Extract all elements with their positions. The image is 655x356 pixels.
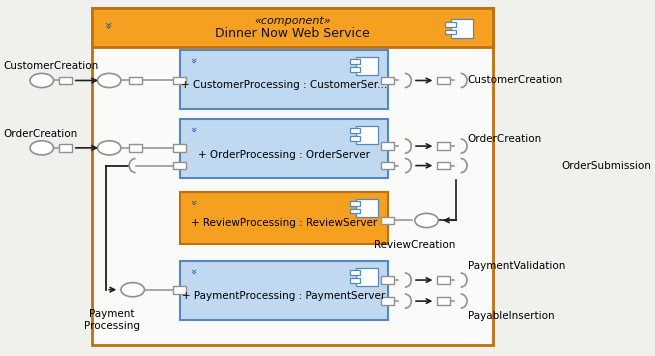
Text: OrderSubmission: OrderSubmission (561, 161, 651, 171)
Bar (437, 297, 450, 305)
Bar (179, 120, 388, 178)
Text: »: » (187, 57, 198, 63)
Bar (173, 162, 186, 169)
Circle shape (415, 213, 438, 227)
Bar (129, 144, 142, 152)
Bar (350, 129, 360, 133)
Text: »: » (187, 199, 198, 205)
Circle shape (30, 141, 54, 155)
Text: CustomerCreation: CustomerCreation (4, 61, 99, 71)
Text: OrderCreation: OrderCreation (468, 134, 542, 144)
Bar (92, 8, 493, 47)
Bar (437, 142, 450, 150)
Text: + CustomerProcessing : CustomerSer...: + CustomerProcessing : CustomerSer... (181, 80, 387, 90)
Text: CustomerCreation: CustomerCreation (468, 75, 563, 85)
Bar (381, 142, 394, 150)
Text: »: » (187, 126, 198, 132)
Text: »: » (100, 22, 113, 29)
Text: + OrderProcessing : OrderServer: + OrderProcessing : OrderServer (198, 150, 369, 159)
Bar (437, 276, 450, 284)
Bar (59, 77, 71, 84)
Bar (350, 67, 360, 72)
Bar (179, 50, 388, 109)
Bar (356, 126, 378, 144)
Bar (381, 276, 394, 284)
Bar (356, 57, 378, 75)
Circle shape (98, 141, 121, 155)
Bar (350, 136, 360, 141)
Bar (179, 261, 388, 320)
Bar (173, 77, 186, 84)
Bar (356, 268, 378, 286)
Bar (381, 77, 394, 84)
Bar (451, 20, 474, 38)
Text: «component»: «component» (254, 16, 331, 26)
Bar (129, 77, 142, 84)
Text: Dinner Now Web Service: Dinner Now Web Service (215, 27, 370, 40)
Bar (350, 201, 360, 206)
Bar (445, 30, 456, 35)
Bar (350, 209, 360, 214)
Bar (445, 22, 456, 27)
Circle shape (98, 73, 121, 88)
Circle shape (121, 283, 144, 297)
Circle shape (30, 73, 54, 88)
Text: Payment
Processing: Payment Processing (84, 309, 140, 331)
Bar (350, 59, 360, 64)
Bar (179, 192, 388, 244)
Bar (437, 77, 450, 84)
Bar (59, 144, 71, 152)
Bar (173, 286, 186, 294)
Text: »: » (187, 268, 198, 274)
Bar (437, 162, 450, 169)
Text: + PaymentProcessing : PaymentServer: + PaymentProcessing : PaymentServer (182, 292, 385, 302)
Text: PaymentValidation: PaymentValidation (468, 261, 565, 271)
Text: PayableInsertion: PayableInsertion (468, 311, 554, 321)
Bar (173, 144, 186, 152)
Bar (350, 278, 360, 283)
Text: OrderCreation: OrderCreation (4, 129, 78, 139)
Bar (381, 216, 394, 224)
Bar (381, 297, 394, 305)
Bar (350, 270, 360, 275)
Bar (381, 162, 394, 169)
Text: ReviewCreation: ReviewCreation (374, 240, 455, 250)
Bar (356, 199, 378, 217)
Text: + ReviewProcessing : ReviewServer: + ReviewProcessing : ReviewServer (191, 218, 377, 228)
Bar (92, 8, 493, 345)
